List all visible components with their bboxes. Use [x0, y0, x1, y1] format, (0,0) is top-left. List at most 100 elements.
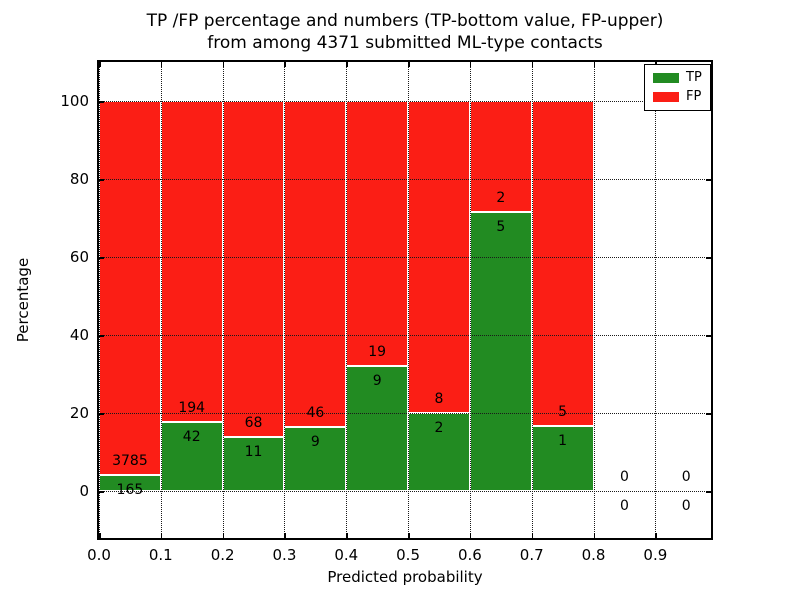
x-tick-mark-top — [346, 62, 348, 67]
x-tick-label: 0.8 — [581, 546, 606, 564]
y-tick-mark — [99, 179, 104, 181]
legend: TP FP — [644, 64, 711, 111]
bar-value-label-tp: 0 — [619, 498, 629, 515]
x-tick-mark — [160, 533, 163, 538]
x-tick-mark-top — [99, 62, 101, 67]
y-tick-mark-right — [706, 257, 711, 259]
y-tick-label: 20 — [69, 404, 89, 423]
bar-segment-tp — [284, 427, 347, 492]
bar-value-label-fp: 5 — [558, 404, 568, 421]
y-tick-label: 0 — [79, 482, 89, 501]
bar-segment-tp — [222, 436, 285, 492]
y-tick-mark-right — [706, 491, 711, 493]
x-tick-mark — [346, 533, 348, 538]
x-tick-mark — [531, 533, 534, 538]
gridline-vertical — [408, 62, 410, 538]
y-tick-mark — [99, 335, 104, 337]
bar-value-label-fp: 3785 — [112, 452, 148, 469]
bar-value-label-fp: 0 — [681, 469, 691, 486]
bar-segment-tp — [160, 421, 223, 492]
bar-value-label-tp: 11 — [244, 443, 263, 460]
bar-segment-fp — [346, 101, 409, 366]
x-tick-label: 0.3 — [272, 546, 297, 564]
chart-title-line1: TP /FP percentage and numbers (TP-bottom… — [146, 11, 664, 31]
x-tick-mark — [99, 533, 101, 538]
bar-value-label-tp: 9 — [310, 434, 320, 451]
x-tick-label: 0.1 — [148, 546, 173, 564]
x-tick-mark — [222, 533, 225, 538]
x-tick-mark — [284, 533, 286, 538]
x-tick-label: 0.4 — [334, 546, 359, 564]
bar-segment-fp — [284, 101, 347, 428]
gridline-horizontal — [99, 179, 711, 181]
bar-value-label-tp: 42 — [182, 428, 201, 445]
x-tick-mark — [408, 533, 410, 538]
x-tick-label: 0.0 — [87, 546, 111, 564]
bar-segment-fp — [99, 101, 161, 475]
y-tick-mark — [99, 413, 104, 415]
legend-label-tp: TP — [686, 70, 702, 85]
y-tick-mark-right — [706, 413, 711, 415]
bar-segment-fp — [160, 101, 223, 422]
x-tick-mark-top — [160, 62, 163, 67]
gridline-vertical — [346, 62, 348, 538]
bar-value-label-tp: 2 — [434, 420, 444, 437]
y-axis-label: Percentage — [14, 257, 32, 343]
bar-segment-fp — [469, 101, 532, 213]
gridline-vertical — [469, 62, 471, 538]
x-tick-label: 0.9 — [643, 546, 668, 564]
bar-value-label-fp: 0 — [619, 469, 629, 486]
x-axis-label: Predicted probability — [327, 568, 483, 586]
chart-title: TP /FP percentage and numbers (TP-bottom… — [97, 10, 713, 54]
plot-inner: 3785 165 194 42 68 11 46 9 19 9 8 2 2 5 5 1 0 0 0 0 — [99, 62, 711, 538]
x-tick-mark — [469, 533, 472, 538]
bar-value-label-tp: 1 — [558, 433, 568, 450]
gridline-vertical — [284, 62, 286, 538]
gridline-horizontal — [99, 335, 711, 337]
x-tick-label: 0.7 — [519, 546, 544, 564]
bar-value-label-tp: 5 — [496, 219, 506, 236]
y-tick-mark — [99, 491, 104, 493]
gridline-horizontal — [99, 413, 711, 415]
x-tick-label: 0.2 — [210, 546, 235, 564]
gridline-vertical — [99, 62, 100, 538]
legend-label-fp: FP — [686, 89, 702, 104]
y-tick-label: 40 — [69, 326, 89, 345]
bar-segment-tp — [469, 212, 532, 492]
bar-value-label-fp: 194 — [178, 399, 206, 416]
legend-item-tp: TP — [653, 71, 702, 85]
x-tick-mark-top — [222, 62, 225, 67]
gridline-horizontal — [99, 101, 711, 103]
bar-value-label-fp: 8 — [434, 391, 444, 408]
x-tick-mark — [655, 533, 657, 538]
legend-item-fp: FP — [653, 90, 702, 104]
gridline-vertical — [160, 62, 162, 538]
y-tick-mark — [99, 101, 104, 103]
x-tick-mark-top — [531, 62, 534, 67]
gridline-vertical — [655, 62, 657, 538]
y-tick-label: 100 — [60, 92, 89, 111]
gridline-vertical — [531, 62, 533, 538]
legend-swatch-tp — [653, 73, 679, 83]
y-tick-label: 80 — [69, 170, 89, 189]
y-tick-label: 60 — [69, 248, 89, 267]
gridline-horizontal — [99, 491, 711, 493]
x-tick-mark-top — [469, 62, 472, 67]
plot-area: 3785 165 194 42 68 11 46 9 19 9 8 2 2 5 5 1 0 0 0 0 — [97, 60, 713, 540]
bar-value-label-fp: 2 — [496, 190, 506, 207]
y-tick-mark-right — [706, 335, 711, 337]
gridline-vertical — [593, 62, 595, 538]
x-tick-label: 0.5 — [396, 546, 420, 564]
legend-swatch-fp — [653, 92, 679, 102]
bar-value-label-fp: 68 — [244, 414, 263, 431]
gridline-vertical — [222, 62, 224, 538]
y-tick-mark — [99, 257, 104, 259]
bar-value-label-fp: 46 — [306, 405, 325, 422]
bar-value-label-tp: 0 — [681, 498, 691, 515]
chart-title-line2: from among 4371 submitted ML-type contac… — [207, 33, 603, 53]
y-tick-mark-right — [706, 179, 711, 181]
bar-segment-tp — [531, 426, 594, 492]
gridline-horizontal — [99, 257, 711, 259]
x-tick-mark-top — [408, 62, 410, 67]
